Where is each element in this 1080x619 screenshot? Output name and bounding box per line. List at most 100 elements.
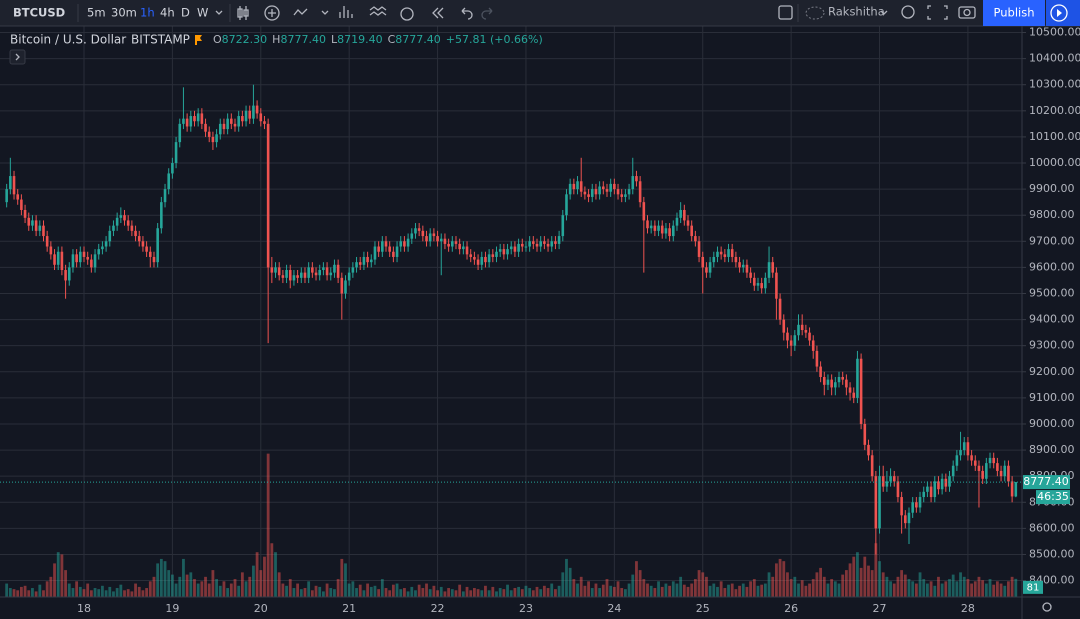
volume-bar <box>53 563 56 597</box>
volume-bar <box>207 583 211 597</box>
interval[interactable]: 30m <box>111 6 137 20</box>
candle-body <box>937 481 940 490</box>
candle-body <box>406 238 410 247</box>
candle-body <box>517 243 520 252</box>
volume-bar <box>233 579 237 597</box>
volume-bar <box>727 584 730 597</box>
axis-settings-icon[interactable] <box>1042 602 1052 612</box>
candle-body <box>97 249 101 255</box>
volume-bar <box>705 576 708 597</box>
volume-bar <box>417 584 421 597</box>
user-name[interactable]: Rakshitha <box>828 5 885 19</box>
volume-bar <box>362 590 366 597</box>
symbol[interactable]: BTCUSD <box>13 6 65 20</box>
volume-bar <box>848 563 852 597</box>
candle-body <box>697 241 701 257</box>
volume-bar <box>292 588 296 597</box>
symbol-title: Bitcoin / U.S. Dollar <box>10 33 126 47</box>
snapshot-icon[interactable] <box>958 6 976 19</box>
undo-icon[interactable] <box>461 7 473 20</box>
volume-bar <box>318 586 322 597</box>
play-button[interactable] <box>1046 0 1080 26</box>
interval[interactable]: 4h <box>160 6 175 20</box>
candle-body <box>311 267 314 273</box>
candle-body <box>340 277 344 294</box>
volume-bar <box>428 589 432 597</box>
x-tick-label: 27 <box>873 602 887 615</box>
interval-active[interactable]: 1h <box>140 6 155 20</box>
volume-bar <box>804 585 808 597</box>
x-tick-label: 20 <box>254 602 268 615</box>
candle-body <box>962 442 966 451</box>
volume-bar <box>406 591 410 597</box>
candle-body <box>841 377 844 380</box>
layout-icon[interactable] <box>778 5 793 20</box>
volume-bar <box>458 584 462 597</box>
volume-bar <box>218 585 222 597</box>
volume-bar <box>822 576 826 597</box>
candle-body <box>694 236 697 242</box>
collapse-button[interactable] <box>9 49 26 65</box>
candle-body <box>23 209 27 218</box>
settings-icon[interactable] <box>901 5 915 19</box>
volume-bar <box>336 579 340 597</box>
volume-bar <box>314 585 318 597</box>
indicators-icon[interactable] <box>264 5 280 21</box>
volume-bar <box>443 591 447 597</box>
drawing-icon[interactable] <box>293 8 308 16</box>
dropdown-icon[interactable] <box>215 10 223 15</box>
candle-body <box>60 251 64 271</box>
volume-bar <box>771 576 775 597</box>
candle-body <box>797 324 800 336</box>
volume-bar <box>937 576 940 597</box>
candle-body <box>613 183 616 190</box>
candle-body <box>200 113 204 124</box>
volume-bar <box>115 588 119 597</box>
candle-body <box>90 259 93 268</box>
interval[interactable]: W <box>197 6 208 20</box>
dropdown-icon[interactable] <box>321 10 329 15</box>
volume-bar <box>27 590 31 597</box>
volume-bar <box>557 585 561 597</box>
candle-body <box>756 283 760 286</box>
chart-type-icon[interactable] <box>237 6 249 20</box>
candle-body <box>686 220 690 226</box>
compare-icon[interactable] <box>339 6 353 18</box>
fullscreen-icon[interactable] <box>927 5 948 20</box>
replay-icon[interactable] <box>432 7 444 19</box>
volume-bar <box>240 572 244 597</box>
candle-body <box>598 186 601 195</box>
volume-bar <box>130 591 134 597</box>
countdown-tag <box>1036 490 1070 505</box>
snapshot-lens <box>963 8 971 17</box>
candle-body <box>281 275 285 278</box>
candle-body <box>303 272 307 278</box>
y-tick-label: 9300.00 <box>1029 339 1075 352</box>
volume-bar <box>675 583 679 597</box>
y-tick-label: 9400.00 <box>1029 313 1075 326</box>
volume-bar <box>266 453 270 597</box>
candle-body <box>141 241 145 247</box>
candle-body <box>211 136 215 143</box>
alert-icon[interactable] <box>400 7 414 21</box>
dropdown-icon[interactable] <box>880 10 888 15</box>
candle-body <box>252 105 255 119</box>
volume-bar <box>763 583 767 597</box>
volume-bar <box>252 565 255 597</box>
templates-icon[interactable] <box>369 6 387 16</box>
publish-button[interactable] <box>983 0 1045 26</box>
x-tick-label: 18 <box>77 602 91 615</box>
volume-bar <box>288 579 292 597</box>
volume-bar <box>977 576 981 597</box>
y-tick-label: 9500.00 <box>1029 286 1075 299</box>
ohlc-key: L <box>331 33 338 46</box>
volume-bar <box>635 561 638 597</box>
interval[interactable]: D <box>181 6 190 20</box>
candle-body <box>999 470 1003 477</box>
interval[interactable]: 5m <box>87 6 106 20</box>
volume-bar <box>601 584 605 597</box>
redo-icon[interactable] <box>481 7 493 20</box>
volume-bar <box>71 588 75 597</box>
volume-bar <box>270 543 274 597</box>
publish-label[interactable]: Publish <box>994 6 1035 20</box>
